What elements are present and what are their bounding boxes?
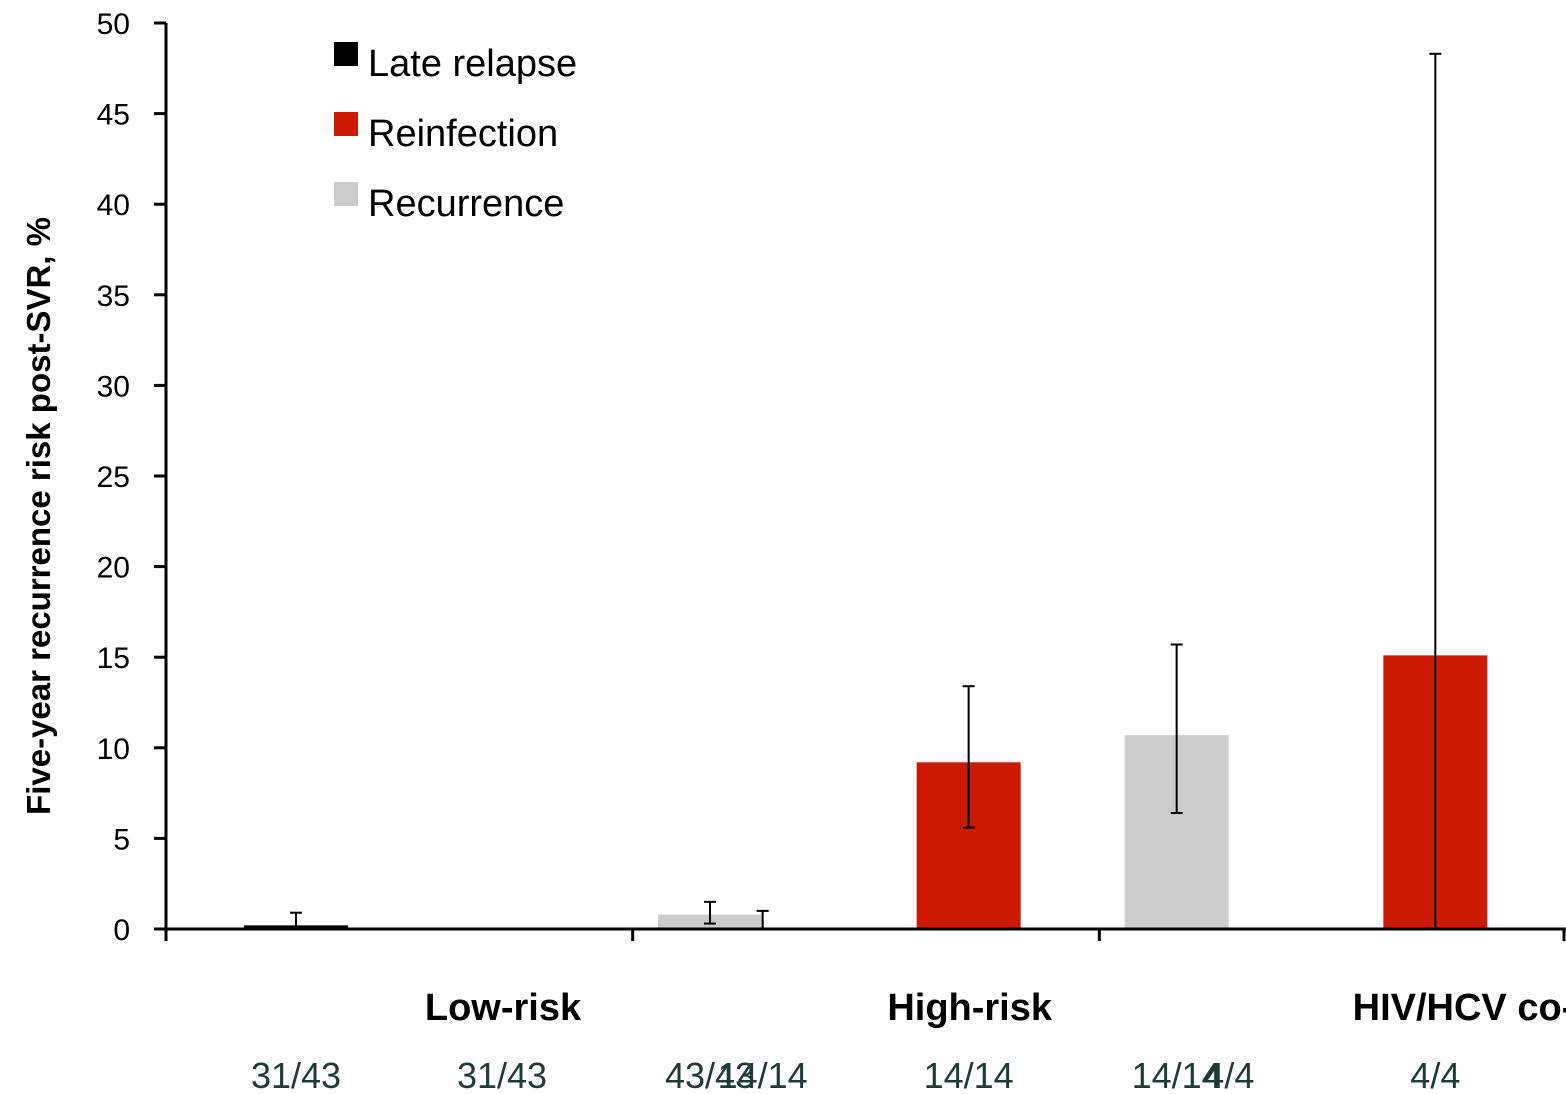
n-label-late-relapse-2: 4/4 — [1204, 1055, 1254, 1094]
error-bar-reinfection-1 — [962, 685, 975, 829]
category-label-1: High-risk — [887, 987, 1053, 1029]
n-label-recurrence-1: 14/14 — [1132, 1055, 1222, 1094]
legend-item-late-relapse: Late relapse — [334, 42, 577, 85]
y-axis-label: Five-year recurrence risk post-SVR, % — [20, 217, 57, 815]
y-tick-label-35: 35 — [97, 280, 130, 313]
legend-swatch — [334, 42, 358, 66]
legend: Late relapse Reinfection Recurrence — [334, 42, 577, 225]
n-label-reinfection-1: 14/14 — [924, 1055, 1014, 1094]
y-tick-label-50: 50 — [97, 8, 130, 41]
legend-swatch — [334, 182, 358, 206]
y-tick-label-45: 45 — [97, 99, 130, 132]
labels-layer: 31/43 31/43 43/43 Low-risk 14/14 14/14 14/14 Hi… — [251, 987, 1566, 1094]
error-bar-recurrence-0 — [704, 900, 716, 925]
category-label-2: HIV/HCV co-infected — [1353, 987, 1566, 1029]
y-tick-label-0: 0 — [113, 914, 130, 947]
n-label-recurrence-0: 43/43 — [665, 1055, 755, 1094]
n-label-late-relapse-1: 14/14 — [718, 1055, 808, 1094]
legend-item-recurrence: Recurrence — [334, 182, 564, 225]
y-tick-label-10: 10 — [97, 733, 130, 766]
axes-layer: 0 5 10 15 20 25 30 35 40 45 50 Five-year recurrence… — [20, 8, 1566, 947]
category-label-0: Low-risk — [425, 987, 582, 1029]
legend-item-reinfection: Reinfection — [334, 112, 558, 155]
n-label-late-relapse-0: 31/43 — [251, 1055, 341, 1094]
bars-layer — [244, 655, 1488, 929]
y-tick-label-40: 40 — [97, 189, 130, 222]
y-tick-label-5: 5 — [113, 823, 130, 856]
legend-label: Reinfection — [368, 113, 558, 155]
n-label-reinfection-2: 4/4 — [1410, 1055, 1460, 1094]
error-bar-recurrence-1 — [1170, 643, 1183, 815]
n-label-reinfection-0: 31/43 — [457, 1055, 547, 1094]
legend-swatch — [334, 112, 358, 136]
legend-label: Late relapse — [368, 43, 577, 85]
y-tick-label-25: 25 — [97, 461, 130, 494]
y-tick-label-20: 20 — [97, 552, 130, 585]
y-tick-label-15: 15 — [97, 642, 130, 675]
legend-label: Recurrence — [368, 183, 564, 225]
y-tick-label-30: 30 — [97, 370, 130, 403]
